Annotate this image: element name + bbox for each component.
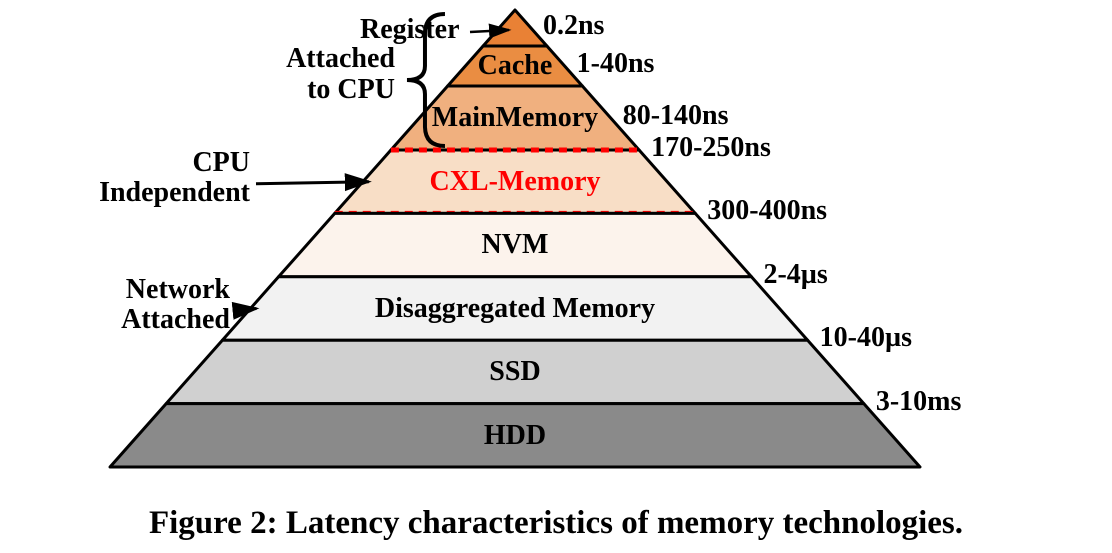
- pyramid-level: [483, 10, 547, 46]
- pyramid-level-label: Disaggregated Memory: [222, 277, 807, 340]
- pyramid-level-label: MainMemory: [391, 86, 639, 150]
- pyramid-level-label: Cache: [448, 46, 583, 86]
- memory-pyramid-diagram: Register 0.2ns Cache1-40ns MainMemory80-140…: [0, 0, 1112, 553]
- latency-label: 10-40µs: [820, 322, 912, 354]
- pyramid-level-label: SSD: [166, 340, 864, 403]
- group-label: Attachedto CPU: [0, 44, 395, 106]
- group-label: NetworkAttached: [0, 275, 230, 337]
- pyramid-level-label: CXL-Memory: [335, 150, 696, 213]
- pyramid-level-label: NVM: [279, 213, 752, 276]
- group-label: CPUIndependent: [0, 148, 250, 210]
- pyramid-level-label: HDD: [110, 404, 920, 467]
- latency-label: 2-4µs: [763, 259, 827, 291]
- latency-label: 80-140ns: [623, 100, 729, 132]
- latency-label: 1-40ns: [577, 48, 655, 80]
- latency-label: 0.2ns: [543, 10, 604, 42]
- latency-label: 300-400ns: [707, 195, 827, 227]
- register-pointer-label: Register: [360, 14, 460, 46]
- figure-caption: Figure 2: Latency characteristics of mem…: [0, 505, 1112, 542]
- latency-label: 3-10ms: [876, 386, 962, 418]
- latency-label: 170-250ns: [651, 132, 771, 164]
